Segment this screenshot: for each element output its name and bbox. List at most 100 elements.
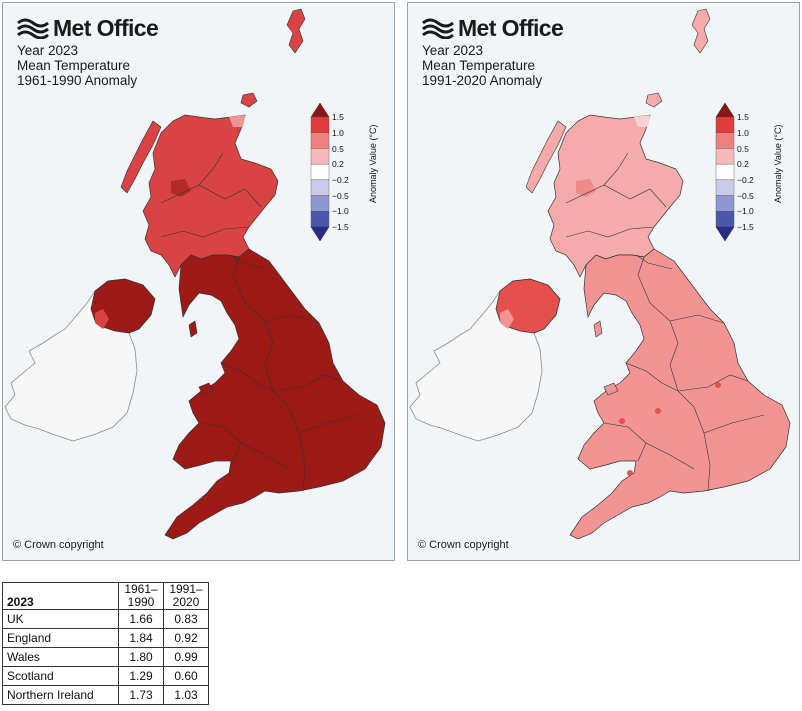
map-panel-1991-2020: Met Office Year 2023 Mean Temperature 19… <box>407 2 800 561</box>
colorbar-label: Anomaly Value (°C) <box>773 124 783 203</box>
scotland-highland-patch <box>171 179 191 197</box>
copyright-notice: © Crown copyright <box>13 539 104 551</box>
met-office-logo: Met Office <box>17 15 159 41</box>
colorbar-top-arrow <box>310 102 330 118</box>
value-1991-2020: 0.99 <box>163 647 209 667</box>
table-row: Scotland 1.29 0.60 <box>2 666 209 686</box>
shetland-islands <box>691 8 711 54</box>
table-header-1991-2020: 1991– 2020 <box>163 582 209 610</box>
colorbar-tick-label: −1.5 <box>737 222 754 232</box>
scotland-region <box>142 114 279 278</box>
value-1961-1990: 1.80 <box>118 647 164 667</box>
colorbar-bin <box>715 195 735 212</box>
colorbar-tick-label: −0.5 <box>332 191 349 201</box>
value-1961-1990: 1.73 <box>118 685 164 705</box>
met-office-waves-icon <box>17 18 49 39</box>
header-line: 2020 <box>172 595 200 609</box>
colorbar-tick-label: −1.0 <box>332 206 349 216</box>
northern-ireland-west-edge <box>500 309 514 329</box>
colorbar-bin <box>715 211 735 228</box>
colorbar-scale <box>310 102 330 242</box>
value-1991-2020: 0.83 <box>163 609 209 629</box>
colorbar-tick-label: 1.0 <box>332 128 344 138</box>
region-boundaries <box>160 152 360 492</box>
colorbar-bottom-arrow <box>715 226 735 242</box>
colorbar-tick-label: 0.2 <box>332 159 344 169</box>
colorbar-bin <box>310 211 330 228</box>
colorbar-tick-label: −0.2 <box>737 175 754 185</box>
logo-text: Met Office <box>458 15 564 41</box>
colorbar: 1.5 1.0 0.5 0.2 −0.2 −0.5 −1.0 −1.5 Anomaly Val… <box>309 101 389 243</box>
colorbar-tick-label: 1.5 <box>737 112 749 122</box>
region-boundaries <box>565 152 765 492</box>
value-1991-2020: 0.60 <box>163 666 209 686</box>
met-office-logo: Met Office <box>422 15 564 41</box>
anglesey <box>603 382 619 396</box>
table-header-1961-1990: 1961– 1990 <box>118 582 164 610</box>
colorbar-bin <box>310 148 330 165</box>
value-1991-2020: 0.92 <box>163 628 209 648</box>
title-variable: Mean Temperature <box>17 58 131 73</box>
header-line: 1991– <box>169 582 203 596</box>
uk-anomaly-map <box>4 8 386 540</box>
shetland-islands <box>286 8 306 54</box>
table-header-row: 2023 1961– 1990 1991– 2020 <box>2 582 209 610</box>
header-line: 1990 <box>127 595 155 609</box>
value-1961-1990: 1.66 <box>118 609 164 629</box>
value-1961-1990: 1.29 <box>118 666 164 686</box>
colorbar-tick-label: 0.2 <box>737 159 749 169</box>
table-row: UK 1.66 0.83 <box>2 609 209 629</box>
colorbar-tick-label: 0.5 <box>332 144 344 154</box>
met-office-waves-icon <box>422 18 454 39</box>
outer-hebrides <box>525 120 567 194</box>
table-row: England 1.84 0.92 <box>2 628 209 648</box>
colorbar-bin <box>310 163 330 181</box>
colorbar-tick-label: 1.0 <box>737 128 749 138</box>
table-corner-year: 2023 <box>2 582 119 610</box>
colorbar-tick-label: 0.5 <box>737 144 749 154</box>
northern-ireland-west-edge <box>95 309 109 329</box>
colorbar-bins <box>310 116 330 228</box>
colorbar-tick-label: −0.2 <box>332 175 349 185</box>
colorbar-bin <box>715 116 735 133</box>
colorbar-tick-label: −1.5 <box>332 222 349 232</box>
copyright-notice: © Crown copyright <box>418 539 509 551</box>
row-name: UK <box>2 609 119 629</box>
colorbar-tick-label: 1.5 <box>332 112 344 122</box>
colorbar-bin <box>310 195 330 212</box>
colorbar-label: Anomaly Value (°C) <box>368 124 378 203</box>
table-row: Wales 1.80 0.99 <box>2 647 209 667</box>
row-name: Scotland <box>2 666 119 686</box>
header-line: 1961– <box>124 582 158 596</box>
row-name: England <box>2 628 119 648</box>
orkney-islands <box>645 92 663 108</box>
value-1991-2020: 1.03 <box>163 685 209 705</box>
colorbar-scale <box>715 102 735 242</box>
hotspots <box>619 382 721 476</box>
colorbar-bin <box>310 132 330 149</box>
title-year: Year 2023 <box>17 43 79 58</box>
orkney-islands <box>240 92 258 108</box>
isle-of-man <box>188 320 198 338</box>
scotland-region <box>547 114 684 278</box>
logo-text: Met Office <box>53 15 159 41</box>
england-wales-region <box>164 248 386 540</box>
colorbar-bin <box>310 179 330 196</box>
title-year: Year 2023 <box>422 43 484 58</box>
anomaly-table: 2023 1961– 1990 1991– 2020 UK 1.66 0.83 Eng… <box>2 582 209 705</box>
value-1961-1990: 1.84 <box>118 628 164 648</box>
colorbar-bin <box>715 163 735 181</box>
outer-hebrides <box>120 120 162 194</box>
colorbar-bin <box>715 179 735 196</box>
scotland-cool-patch <box>229 115 245 127</box>
colorbar: 1.5 1.0 0.5 0.2 −0.2 −0.5 −1.0 −1.5 Anomaly Val… <box>714 101 794 243</box>
colorbar-bottom-arrow <box>310 226 330 242</box>
colorbar-top-arrow <box>715 102 735 118</box>
title-baseline: 1991-2020 Anomaly <box>422 73 543 88</box>
colorbar-bins <box>715 116 735 228</box>
row-name: Northern Ireland <box>2 685 119 705</box>
title-baseline: 1961-1990 Anomaly <box>17 73 138 88</box>
anglesey <box>198 382 214 396</box>
scotland-cool-patch <box>634 115 650 127</box>
map-title: Year 2023 Mean Temperature 1961-1990 Ano… <box>17 43 137 88</box>
